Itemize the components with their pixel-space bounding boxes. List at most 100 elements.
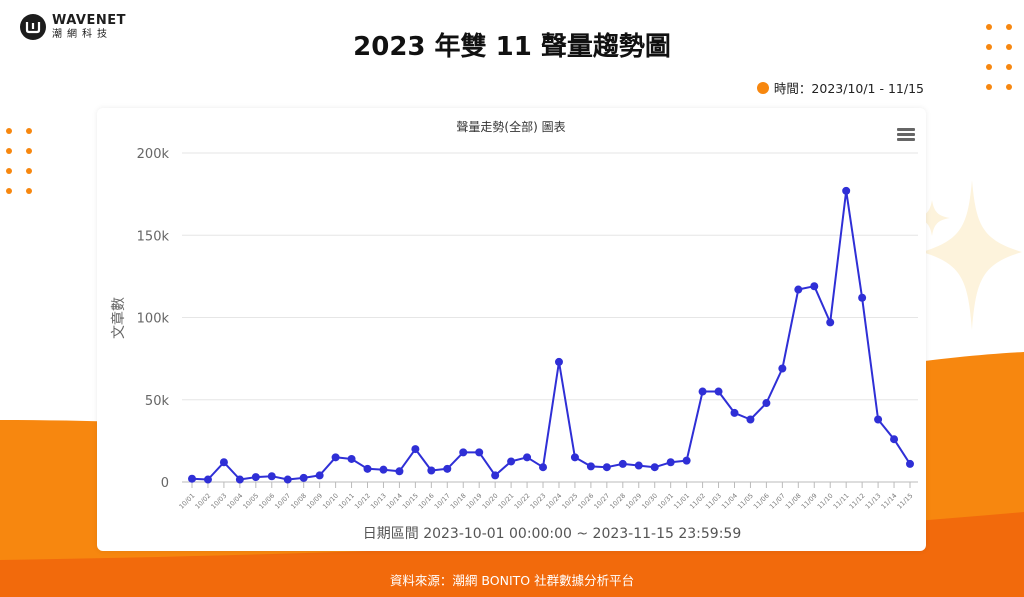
- data-point[interactable]: [235, 475, 244, 484]
- x-tick-label: 10/31: [656, 492, 675, 511]
- x-tick-label: 11/07: [768, 492, 787, 511]
- x-tick-label: 10/19: [465, 492, 484, 511]
- data-point[interactable]: [363, 464, 372, 473]
- data-point[interactable]: [570, 453, 579, 462]
- y-tick-label: 150k: [137, 229, 170, 244]
- data-point[interactable]: [379, 465, 388, 474]
- data-point[interactable]: [586, 462, 595, 471]
- data-point[interactable]: [219, 458, 228, 467]
- x-tick-label: 11/02: [688, 492, 707, 511]
- chart-menu-icon[interactable]: [897, 128, 915, 142]
- data-point[interactable]: [331, 453, 340, 462]
- data-point[interactable]: [826, 318, 835, 327]
- data-point[interactable]: [539, 463, 548, 472]
- data-point[interactable]: [251, 473, 260, 482]
- data-point[interactable]: [778, 364, 787, 373]
- x-tick-label: 11/05: [736, 492, 755, 511]
- data-point[interactable]: [507, 457, 516, 466]
- x-tick-label: 11/06: [752, 492, 771, 511]
- data-point[interactable]: [602, 463, 611, 472]
- data-point[interactable]: [682, 456, 691, 465]
- data-point[interactable]: [523, 453, 532, 462]
- data-point[interactable]: [188, 474, 196, 483]
- period-legend: 時間：2023/10/1 - 11/15: [756, 78, 924, 97]
- x-tick-label: 11/12: [848, 492, 867, 511]
- data-point[interactable]: [347, 454, 356, 463]
- x-tick-label: 10/13: [369, 492, 388, 511]
- x-tick-label: 11/14: [880, 492, 899, 511]
- data-point[interactable]: [730, 408, 739, 417]
- x-tick-label: 10/15: [401, 492, 420, 511]
- logo-subtitle: 潮網科技: [52, 28, 112, 40]
- data-point[interactable]: [315, 471, 324, 480]
- y-tick-label: 50k: [145, 394, 170, 409]
- data-point[interactable]: [618, 459, 627, 468]
- data-point[interactable]: [459, 448, 468, 457]
- data-point[interactable]: [666, 458, 675, 467]
- x-tick-label: 10/08: [289, 492, 308, 511]
- data-point[interactable]: [698, 387, 707, 396]
- x-tick-label: 10/28: [608, 492, 627, 511]
- data-point[interactable]: [810, 282, 819, 291]
- data-point[interactable]: [714, 387, 723, 396]
- series-line: [191, 189, 911, 481]
- period-dot-icon: [756, 81, 769, 94]
- data-point[interactable]: [411, 445, 420, 454]
- x-tick-label: 10/04: [225, 492, 244, 511]
- data-point[interactable]: [746, 415, 755, 424]
- data-point[interactable]: [794, 285, 803, 294]
- x-tick-label: 10/22: [513, 492, 532, 511]
- x-axis-title: 日期區間 2023-10-01 00:00:00 ~ 2023-11-15 23…: [363, 526, 741, 542]
- x-axis-ticks: 10/0110/0210/0310/0410/0510/0610/0710/08…: [178, 482, 915, 511]
- data-point[interactable]: [299, 473, 308, 482]
- x-tick-label: 10/16: [417, 492, 436, 511]
- x-tick-label: 11/10: [816, 492, 835, 511]
- data-point[interactable]: [491, 471, 500, 480]
- line-chart: 聲量走勢(全部) 圖表 文章數 日期區間 2023-10-01 00:00:00…: [110, 119, 918, 542]
- data-point[interactable]: [283, 475, 292, 484]
- x-tick-label: 11/13: [864, 492, 883, 511]
- logo-brand-text: WAVENET: [52, 13, 127, 29]
- x-tick-label: 10/21: [497, 492, 516, 511]
- x-tick-label: 11/11: [832, 492, 851, 511]
- x-tick-label: 10/18: [449, 492, 468, 511]
- x-tick-label: 10/30: [640, 492, 659, 511]
- data-point[interactable]: [475, 448, 484, 457]
- data-point[interactable]: [443, 464, 452, 473]
- series-layer: [188, 186, 914, 484]
- grid-lines: [182, 152, 918, 483]
- x-tick-label: 10/05: [241, 492, 260, 511]
- chart-title: 聲量走勢(全部) 圖表: [456, 119, 565, 134]
- x-tick-label: 10/26: [576, 492, 595, 511]
- data-point[interactable]: [650, 463, 659, 472]
- x-tick-label: 10/20: [481, 492, 500, 511]
- x-tick-label: 10/27: [592, 492, 611, 511]
- data-point[interactable]: [890, 435, 899, 444]
- data-point[interactable]: [203, 475, 212, 484]
- y-tick-label: 100k: [137, 312, 170, 327]
- x-tick-label: 10/06: [257, 492, 276, 511]
- data-point[interactable]: [858, 293, 867, 302]
- data-point[interactable]: [762, 399, 771, 408]
- page-title: 2023 年雙 11 聲量趨勢圖: [353, 32, 671, 62]
- sparkle-icon: [914, 180, 1022, 330]
- company-logo: WAVENET 潮網科技: [20, 14, 126, 40]
- data-point[interactable]: [906, 459, 914, 468]
- x-tick-label: 11/15: [896, 492, 915, 511]
- y-tick-label: 200k: [137, 147, 170, 162]
- x-tick-label: 10/14: [385, 492, 404, 511]
- data-point[interactable]: [842, 186, 851, 195]
- data-point[interactable]: [634, 461, 643, 470]
- x-tick-label: 10/03: [209, 492, 228, 511]
- x-tick-label: 11/01: [672, 492, 691, 511]
- x-tick-label: 10/17: [433, 492, 452, 511]
- data-point[interactable]: [874, 415, 883, 424]
- data-point[interactable]: [554, 357, 563, 366]
- x-tick-label: 11/04: [720, 492, 739, 511]
- source-caption: 資料來源：潮網 BONITO 社群數據分析平台: [389, 573, 635, 588]
- data-point[interactable]: [395, 467, 404, 476]
- data-point[interactable]: [267, 472, 276, 481]
- data-point[interactable]: [427, 466, 436, 475]
- wavenet-logo-icon: [20, 14, 46, 40]
- period-label: 時間：2023/10/1 - 11/15: [773, 81, 924, 96]
